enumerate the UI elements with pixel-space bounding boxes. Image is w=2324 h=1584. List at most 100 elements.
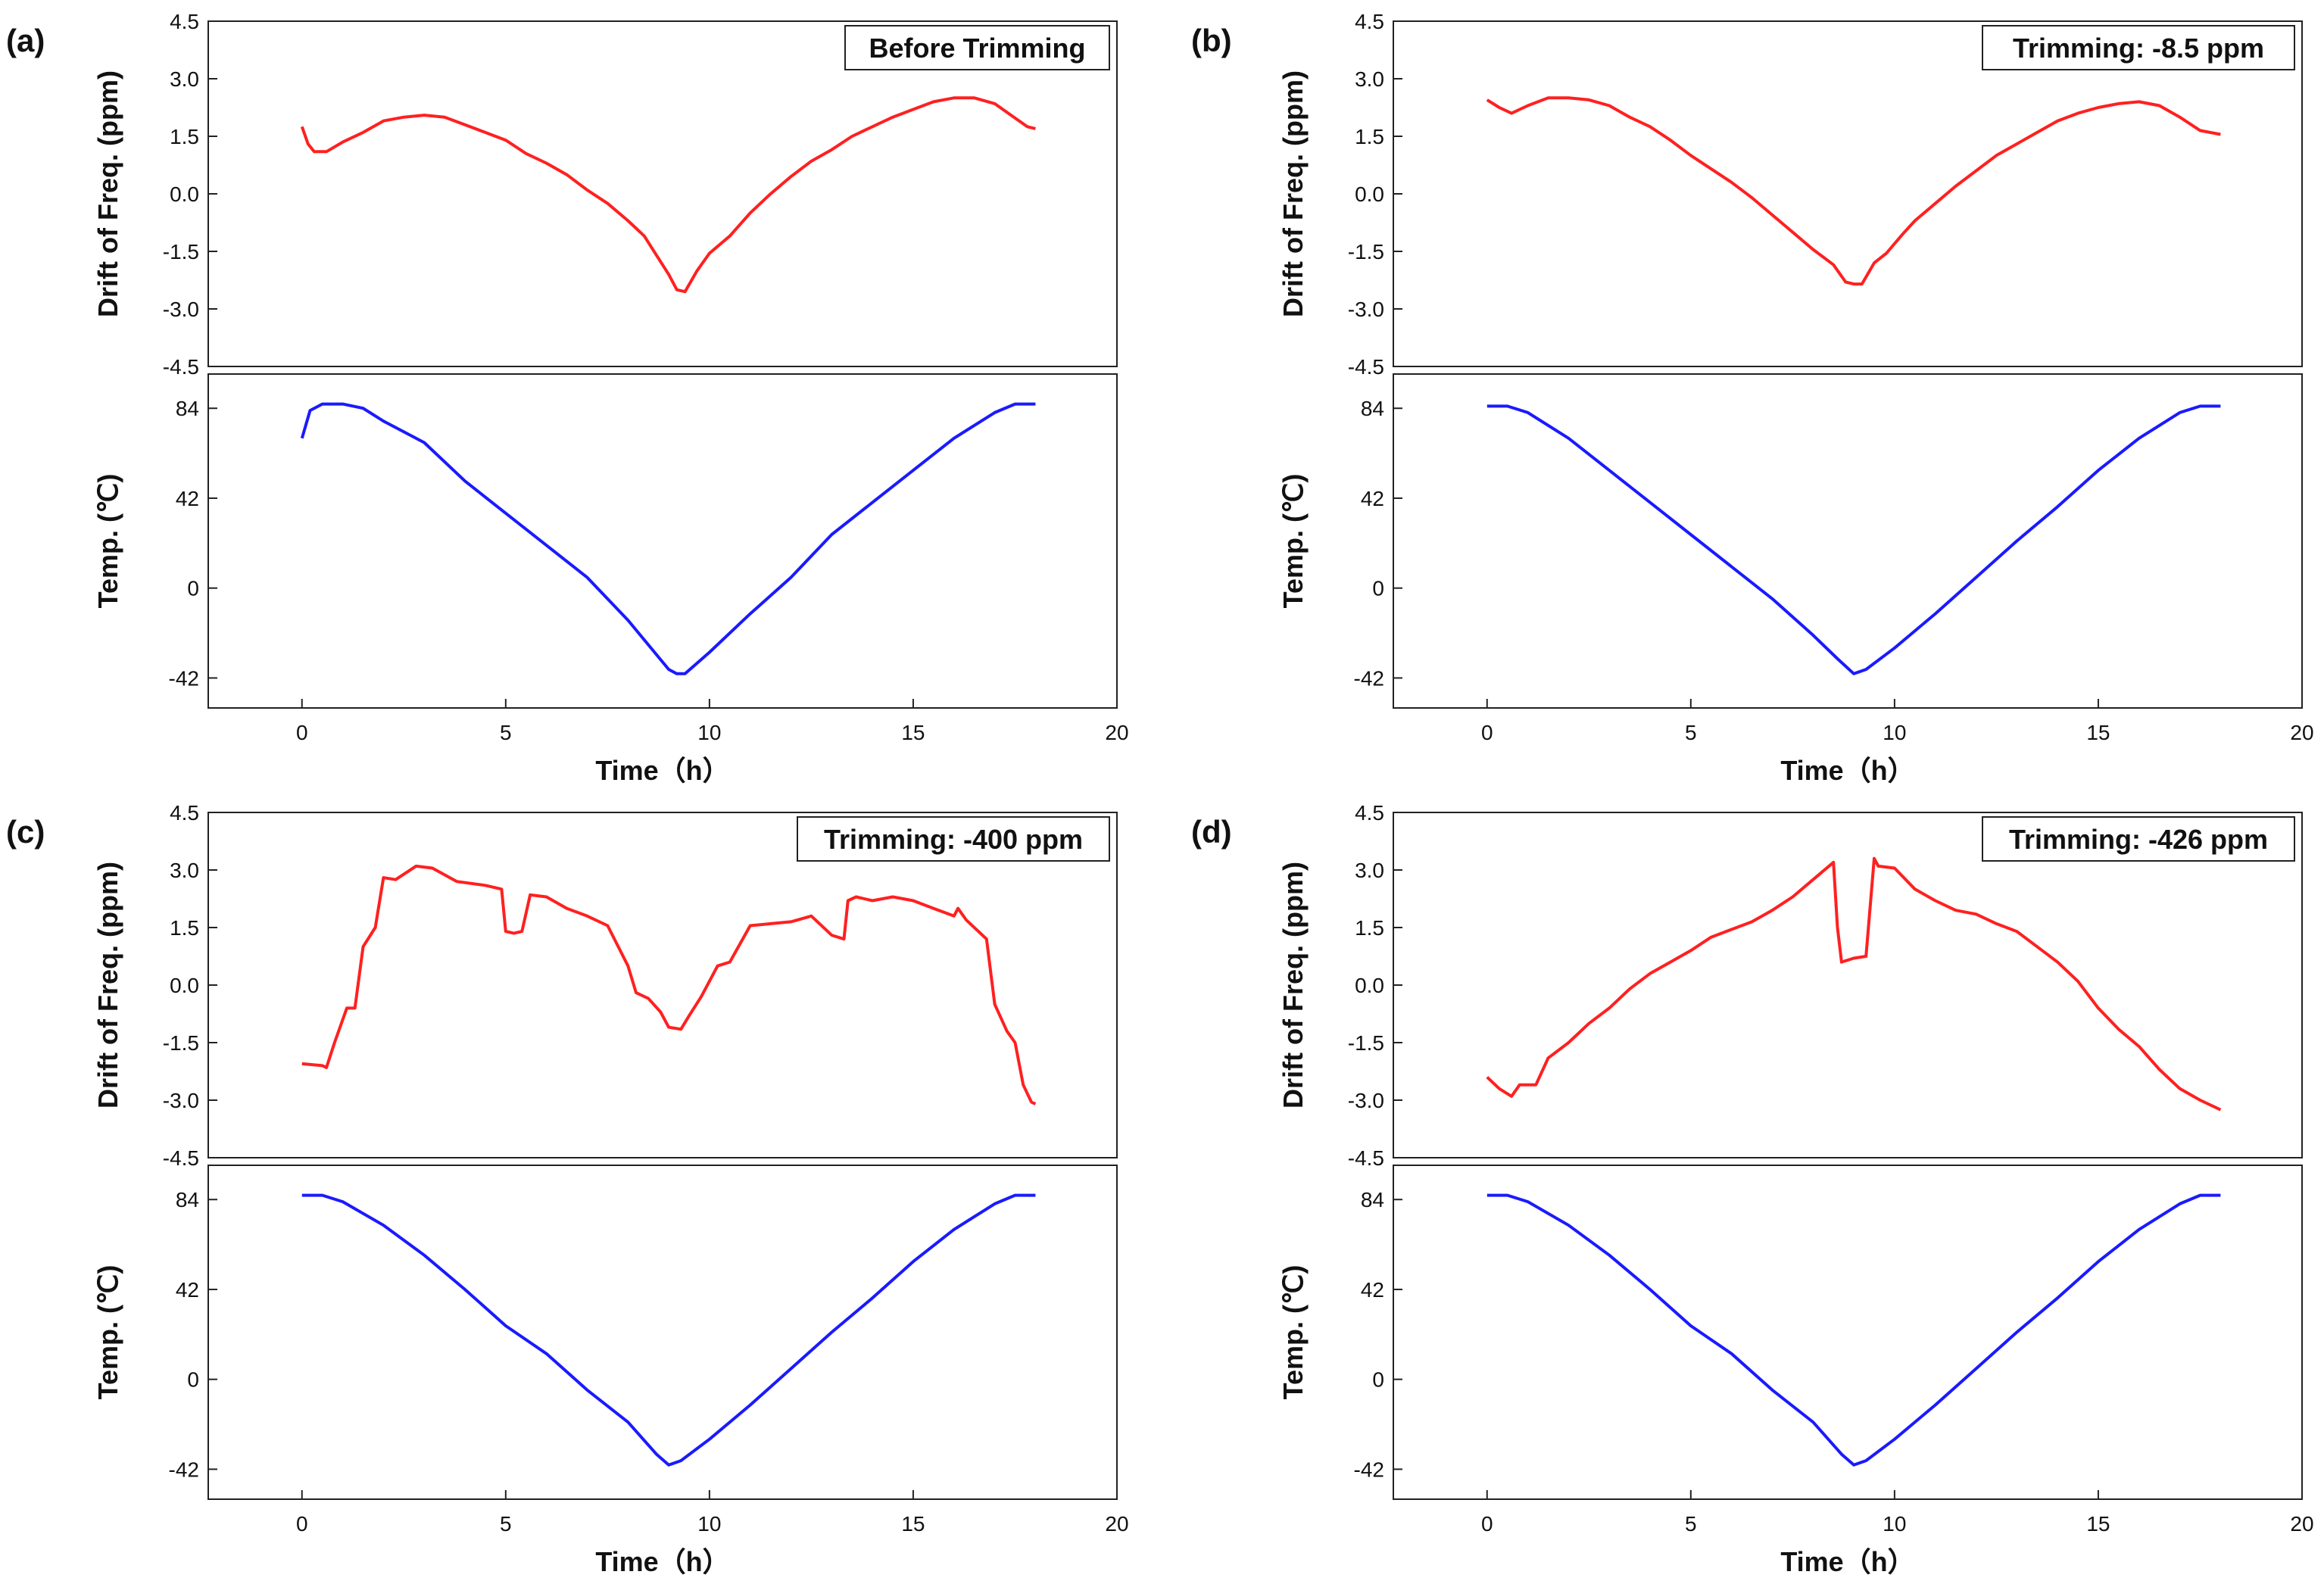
freq-drift-line <box>300 96 1036 294</box>
temp-plot-frame <box>1393 373 2303 709</box>
freq-y-tick-label: -4.5 <box>163 1146 199 1170</box>
freq-y-tick-label: -1.5 <box>1348 240 1384 263</box>
temperature-line <box>300 402 1036 675</box>
x-tick-label: 5 <box>500 721 512 744</box>
freq-y-tick-label: -4.5 <box>163 355 199 379</box>
panel-a: (a) 4.5 3.0 1.5 0.0 -1.5 -3.0 -4.5 84 42 0 -42 0 5 10 1… <box>6 10 1129 786</box>
x-tick-label: 10 <box>697 1512 721 1536</box>
panel-b: (b) 4.5 3.0 1.5 0.0 -1.5 -3.0 -4.5 84 42 0 -42 0 5 10 1… <box>1191 10 2314 786</box>
x-tick-label: 20 <box>1105 1512 1128 1536</box>
x-tick-label: 20 <box>1105 721 1128 744</box>
freq-y-tick-label: 1.5 <box>170 125 199 148</box>
panel-label: (c) <box>6 814 45 850</box>
freq-y-tick-label: 4.5 <box>1355 801 1384 825</box>
freq-y-tick-label: -1.5 <box>163 1031 199 1055</box>
freq-y-tick-label: 4.5 <box>170 10 199 33</box>
freq-y-axis-label: Drift of Freq. (ppm) <box>92 862 123 1108</box>
temperature-line <box>1486 1193 2221 1467</box>
freq-y-tick-label: 3.0 <box>170 859 199 882</box>
title-label: Trimming: -426 ppm <box>2009 824 2268 855</box>
temp-y-tick-label: 0 <box>187 577 199 600</box>
title-box <box>844 25 1110 70</box>
freq-y-tick-label: -3.0 <box>163 298 199 321</box>
temp-y-tick-label: 42 <box>176 1278 199 1302</box>
freq-y-tick-label: -3.0 <box>163 1089 199 1112</box>
title-label: Before Trimming <box>869 33 1085 64</box>
freq-y-tick-label: 0.0 <box>170 182 199 206</box>
temp-y-tick-label: 42 <box>1361 487 1384 510</box>
temp-y-tick-label: 84 <box>176 1188 199 1211</box>
title-box <box>1982 25 2295 70</box>
freq-y-axis-label: Drift of Freq. (ppm) <box>1277 862 1309 1108</box>
freq-y-tick-label: 3.0 <box>170 67 199 91</box>
temp-y-axis-label: Temp. (℃) <box>1277 474 1309 609</box>
temp-y-tick-label: 0 <box>1372 1368 1384 1392</box>
temp-plot-frame <box>207 1165 1118 1500</box>
freq-y-tick-label: 4.5 <box>170 801 199 825</box>
freq-drift-line <box>1486 856 2222 1112</box>
freq-y-tick-label: 1.5 <box>170 916 199 940</box>
temp-y-tick-label: 42 <box>1361 1278 1384 1302</box>
temp-y-tick-label: -42 <box>1354 666 1384 690</box>
freq-y-tick-label: 0.0 <box>170 974 199 997</box>
temp-plot-frame <box>207 373 1118 709</box>
freq-plot-frame <box>1393 20 2303 367</box>
temp-y-axis-label: Temp. (℃) <box>92 474 123 609</box>
title-label: Trimming: -400 ppm <box>824 824 1083 855</box>
temp-y-tick-label: 84 <box>176 397 199 420</box>
freq-plot-frame <box>207 812 1118 1158</box>
x-axis-label: Time（h） <box>595 1546 729 1577</box>
x-axis-label: Time（h） <box>1780 1546 1914 1577</box>
freq-y-tick-label: -4.5 <box>1348 1146 1384 1170</box>
x-tick-label: 20 <box>2290 721 2313 744</box>
panel-d: (d) 4.5 3.0 1.5 0.0 -1.5 -3.0 -4.5 84 42 0 -42 0 5 10 1… <box>1191 801 2314 1577</box>
title-label: Trimming: -8.5 ppm <box>2013 33 2264 64</box>
freq-y-tick-label: 1.5 <box>1355 916 1384 940</box>
x-tick-label: 15 <box>2086 1512 2110 1536</box>
x-tick-label: 5 <box>1685 1512 1697 1536</box>
x-tick-label: 0 <box>1481 1512 1493 1536</box>
x-tick-label: 5 <box>500 1512 512 1536</box>
title-box <box>797 816 1110 862</box>
temp-y-axis-label: Temp. (℃) <box>1277 1265 1309 1400</box>
temperature-line <box>301 1193 1036 1467</box>
x-tick-label: 0 <box>1481 721 1493 744</box>
x-axis-label: Time（h） <box>595 755 729 786</box>
temp-y-tick-label: -42 <box>1354 1458 1384 1481</box>
temp-y-tick-label: -42 <box>169 666 199 690</box>
x-tick-label: 10 <box>1883 1512 1906 1536</box>
panel-label: (b) <box>1191 23 1232 58</box>
x-tick-label: 0 <box>296 1512 308 1536</box>
freq-y-axis-label: Drift of Freq. (ppm) <box>92 70 123 317</box>
temp-y-tick-label: 84 <box>1361 1188 1384 1211</box>
freq-drift-line <box>1486 96 2221 286</box>
temp-y-tick-label: 84 <box>1361 397 1384 420</box>
freq-y-tick-label: -1.5 <box>1348 1031 1384 1055</box>
temp-y-tick-label: 0 <box>1372 577 1384 600</box>
temp-y-tick-label: 42 <box>176 487 199 510</box>
freq-plot-frame <box>207 20 1118 367</box>
freq-y-tick-label: -3.0 <box>1348 1089 1384 1112</box>
x-axis-label: Time（h） <box>1780 755 1914 786</box>
freq-plot-frame <box>1393 812 2303 1158</box>
x-tick-label: 5 <box>1685 721 1697 744</box>
freq-y-tick-label: -1.5 <box>163 240 199 263</box>
x-tick-label: 0 <box>296 721 308 744</box>
title-box <box>1982 816 2295 862</box>
panel-label: (d) <box>1191 814 1232 850</box>
freq-y-axis-label: Drift of Freq. (ppm) <box>1277 70 1309 317</box>
freq-y-tick-label: -4.5 <box>1348 355 1384 379</box>
freq-y-tick-label: 0.0 <box>1355 182 1384 206</box>
panel-c: (c) 4.5 3.0 1.5 0.0 -1.5 -3.0 -4.5 84 42 0 -42 0 5 10 1… <box>6 801 1129 1577</box>
temp-y-tick-label: -42 <box>169 1458 199 1481</box>
temperature-line <box>1486 404 2221 675</box>
freq-y-tick-label: 0.0 <box>1355 974 1384 997</box>
freq-drift-line <box>301 864 1037 1105</box>
x-tick-label: 10 <box>1883 721 1906 744</box>
x-tick-label: 15 <box>2086 721 2110 744</box>
freq-y-tick-label: 4.5 <box>1355 10 1384 33</box>
x-tick-label: 15 <box>901 1512 925 1536</box>
x-tick-label: 15 <box>901 721 925 744</box>
temp-y-tick-label: 0 <box>187 1368 199 1392</box>
